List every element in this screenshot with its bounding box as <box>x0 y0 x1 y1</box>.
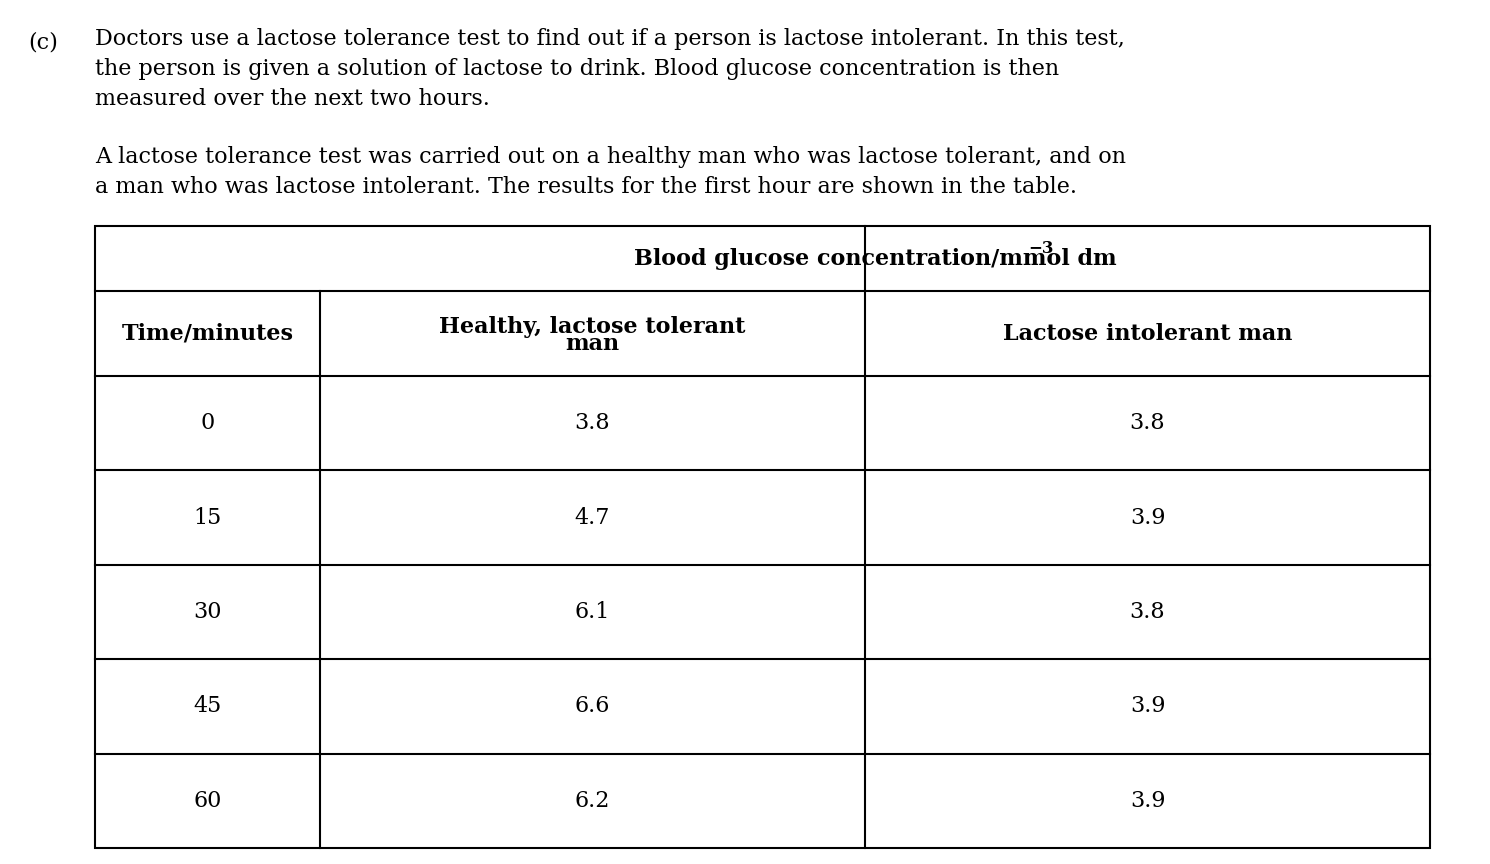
Text: 6.1: 6.1 <box>575 601 611 623</box>
Text: Lactose intolerant man: Lactose intolerant man <box>1003 322 1292 345</box>
Text: the person is given a solution of lactose to drink. Blood glucose concentration : the person is given a solution of lactos… <box>95 58 1059 80</box>
Text: 3.8: 3.8 <box>575 412 611 435</box>
Text: 0: 0 <box>200 412 215 435</box>
Text: 3.9: 3.9 <box>1129 790 1165 812</box>
Text: 6.2: 6.2 <box>575 790 611 812</box>
Text: man: man <box>565 334 620 355</box>
Text: Time/minutes: Time/minutes <box>122 322 294 345</box>
Text: 45: 45 <box>194 696 222 717</box>
Text: 4.7: 4.7 <box>575 506 611 529</box>
Text: 30: 30 <box>194 601 222 623</box>
Text: Healthy, lactose tolerant: Healthy, lactose tolerant <box>440 315 745 338</box>
Text: measured over the next two hours.: measured over the next two hours. <box>95 88 490 110</box>
Text: 3.8: 3.8 <box>1129 412 1165 435</box>
Text: Doctors use a lactose tolerance test to find out if a person is lactose intolera: Doctors use a lactose tolerance test to … <box>95 28 1125 50</box>
Text: A lactose tolerance test was carried out on a healthy man who was lactose tolera: A lactose tolerance test was carried out… <box>95 146 1126 168</box>
Text: 60: 60 <box>194 790 222 812</box>
Bar <box>95 226 1430 848</box>
Text: 3.9: 3.9 <box>1129 696 1165 717</box>
Text: 6.6: 6.6 <box>575 696 611 717</box>
Text: 3.9: 3.9 <box>1129 506 1165 529</box>
Text: (c): (c) <box>28 32 58 54</box>
Text: Blood glucose concentration/mmol dm: Blood glucose concentration/mmol dm <box>633 247 1116 270</box>
Text: 15: 15 <box>194 506 222 529</box>
Text: a man who was lactose intolerant. The results for the first hour are shown in th: a man who was lactose intolerant. The re… <box>95 176 1077 198</box>
Text: 3.8: 3.8 <box>1129 601 1165 623</box>
Text: −3: −3 <box>1028 240 1053 257</box>
